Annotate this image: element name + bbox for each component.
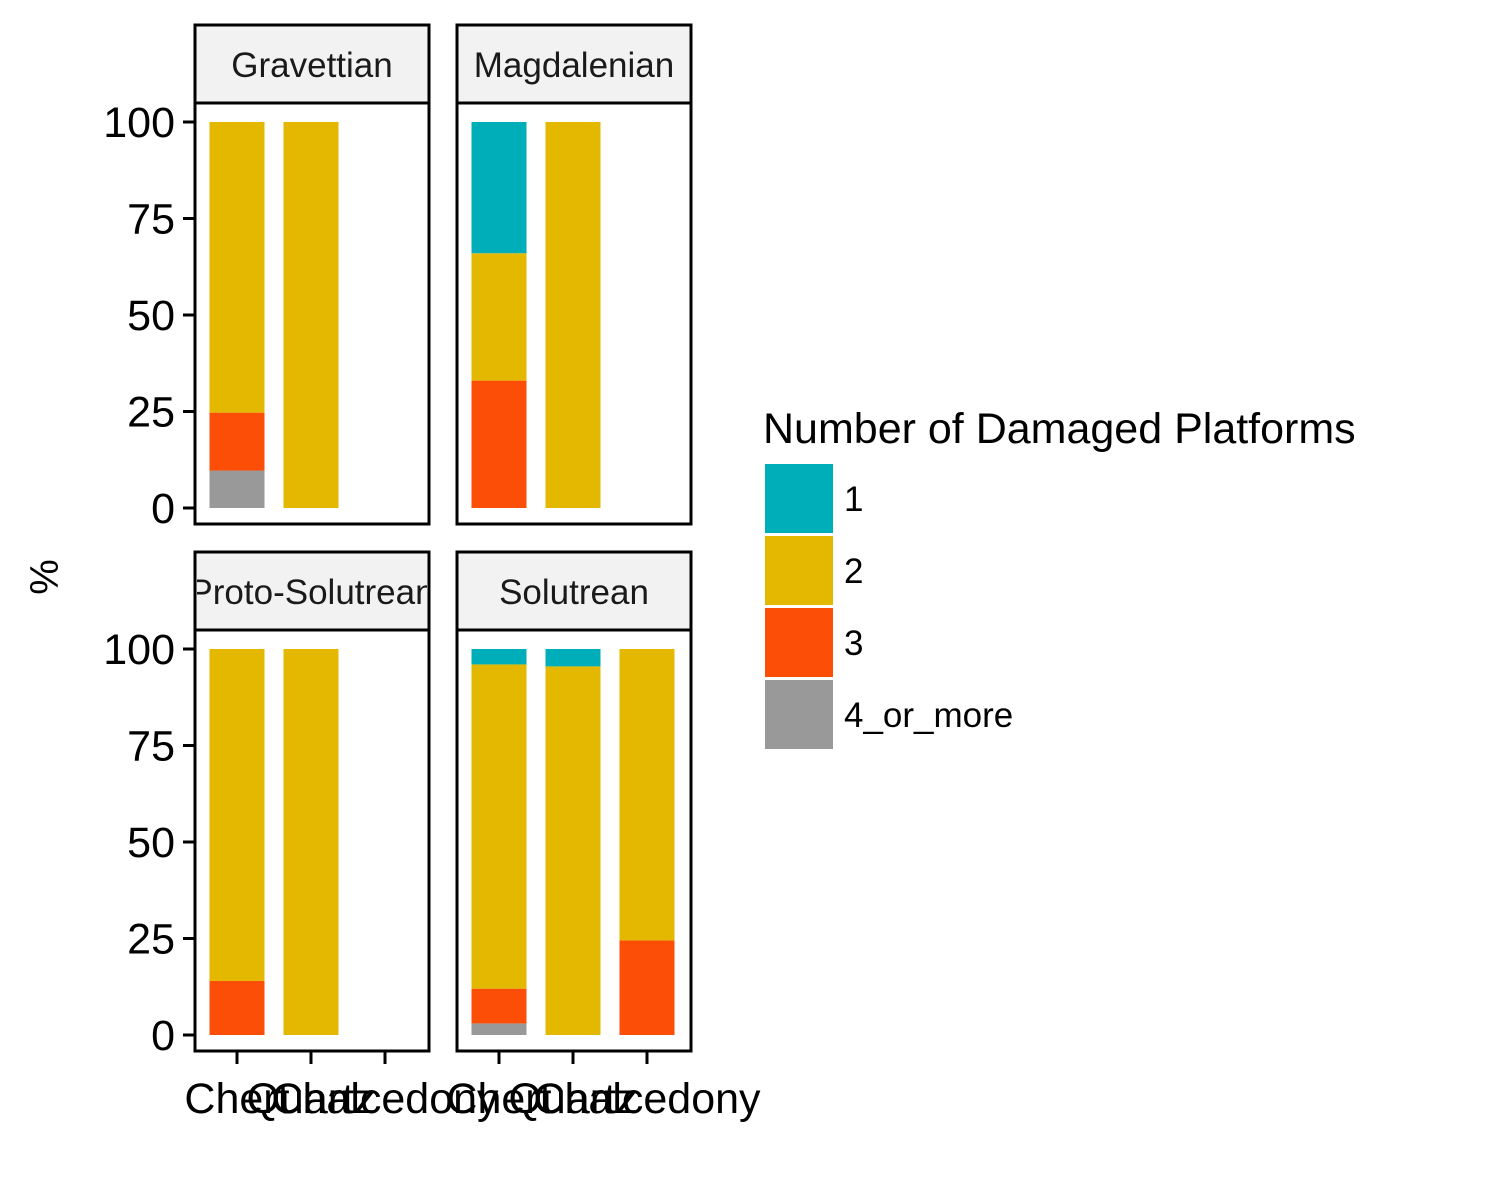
y-axis-title: % xyxy=(23,559,67,595)
panel-title: Proto-Solutrean xyxy=(189,573,434,612)
bar-segment-chert-2 xyxy=(209,122,265,413)
bar-segment-chert-1 xyxy=(471,122,527,254)
panel-strip xyxy=(455,23,693,105)
legend-key-3 xyxy=(763,606,835,679)
bar-segment-chalcedony-2 xyxy=(619,649,675,941)
bar-segment-chert-3 xyxy=(471,988,527,1024)
y-tick-label: 100 xyxy=(103,99,175,147)
legend-label: 3 xyxy=(844,624,863,663)
y-tick-label: 50 xyxy=(127,292,175,340)
x-tick-label: Quartz xyxy=(508,1075,637,1123)
bar-segment-quartz-2 xyxy=(283,122,339,508)
bar-segment-chert-2 xyxy=(209,649,265,981)
panel-gravettian: Gravettian 0 25 50 75 100 xyxy=(103,23,431,533)
bar-segment-quartz-2 xyxy=(545,666,601,1035)
bar-segment-chert-3 xyxy=(209,980,265,1035)
panel-frame xyxy=(455,101,693,526)
panel-strip xyxy=(193,23,431,105)
x-tick-label: Chert xyxy=(184,1075,289,1123)
bar-segment-chalcedony-3 xyxy=(619,940,675,1035)
panel-title: Solutrean xyxy=(499,573,649,612)
y-tick-label: 50 xyxy=(127,819,175,867)
panel-proto-solutrean: Proto-Solutrean 0 25 50 75 100 ChertQuartzChal… xyxy=(103,550,499,1123)
y-tick-label: 0 xyxy=(151,485,175,533)
panel-strip xyxy=(455,550,693,632)
bar-segment-chert-2 xyxy=(471,253,527,381)
legend-label: 1 xyxy=(844,480,863,519)
x-tick-label: Chalcedony xyxy=(533,1075,761,1123)
legend-label: 2 xyxy=(844,552,863,591)
x-tick-label: Chalcedony xyxy=(271,1075,499,1123)
legend: Number of Damaged Platforms 1 2 3 4_or_more xyxy=(763,405,1356,751)
y-tick-label: 25 xyxy=(127,389,175,437)
bar-segment-chert-1 xyxy=(471,649,527,665)
panel-title: Magdalenian xyxy=(474,46,674,85)
y-tick-label: 100 xyxy=(103,626,175,674)
legend-key-2 xyxy=(763,534,835,607)
bar-segment-quartz-1 xyxy=(545,649,601,667)
legend-title: Number of Damaged Platforms xyxy=(763,405,1356,453)
y-tick-label: 0 xyxy=(151,1012,175,1060)
bar-segment-chert-3 xyxy=(471,380,527,508)
y-tick-label: 75 xyxy=(127,196,175,244)
x-tick-label: Chert xyxy=(446,1075,551,1123)
bar-segment-chert-4_or_more xyxy=(471,1023,527,1035)
y-tick-label: 75 xyxy=(127,723,175,771)
legend-key-4_or_more xyxy=(763,678,835,751)
legend-key-1 xyxy=(763,462,835,535)
bar-segment-quartz-2 xyxy=(283,649,339,1035)
panel-magdalenian: Magdalenian xyxy=(455,23,693,526)
panel-title: Gravettian xyxy=(231,46,392,85)
x-tick-label: Quartz xyxy=(246,1075,375,1123)
legend-label: 4_or_more xyxy=(844,696,1013,735)
bar-segment-chert-4_or_more xyxy=(209,470,265,508)
bar-segment-chert-2 xyxy=(471,664,527,989)
panel-strip xyxy=(193,550,431,632)
bar-segment-quartz-2 xyxy=(545,122,601,508)
bar-segment-chert-3 xyxy=(209,412,265,471)
y-tick-label: 25 xyxy=(127,916,175,964)
panels-layer: Gravettian 0 25 50 75 100 Magdalenian Proto-Sol… xyxy=(103,23,761,1123)
